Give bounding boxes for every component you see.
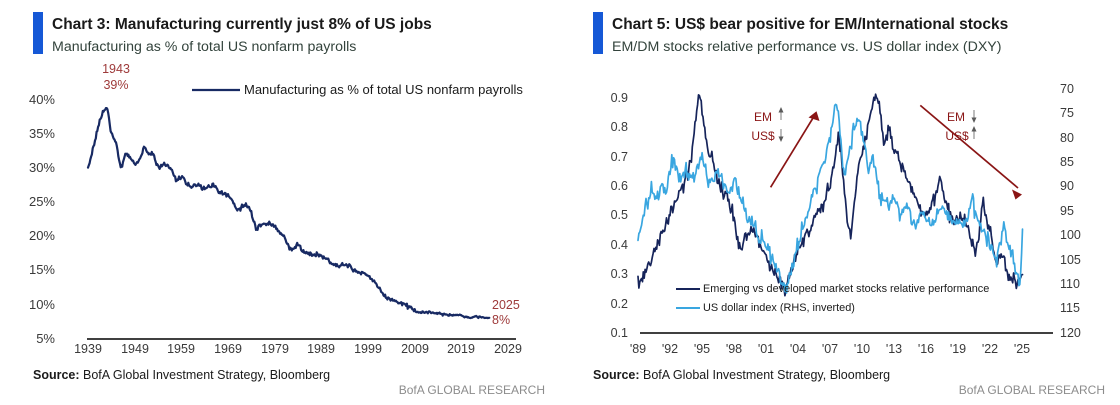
svg-text:'13: '13 xyxy=(886,342,902,356)
svg-text:EM: EM xyxy=(754,110,772,124)
svg-text:Manufacturing as % of total US: Manufacturing as % of total US nonfarm p… xyxy=(244,82,523,97)
svg-text:'95: '95 xyxy=(694,342,710,356)
svg-text:'89: '89 xyxy=(630,342,646,356)
svg-text:'07: '07 xyxy=(822,342,838,356)
svg-text:1939: 1939 xyxy=(74,342,102,356)
svg-text:40%: 40% xyxy=(29,92,55,107)
svg-text:95: 95 xyxy=(1060,204,1074,218)
svg-text:0.9: 0.9 xyxy=(611,91,628,105)
svg-text:'98: '98 xyxy=(726,342,742,356)
svg-text:EM: EM xyxy=(947,110,965,124)
svg-text:0.7: 0.7 xyxy=(611,150,628,164)
svg-text:75: 75 xyxy=(1060,106,1074,120)
svg-text:105: 105 xyxy=(1060,253,1081,267)
svg-text:0.1: 0.1 xyxy=(611,326,628,340)
svg-text:'19: '19 xyxy=(950,342,966,356)
svg-text:2009: 2009 xyxy=(401,342,429,356)
svg-text:Emerging vs developed market s: Emerging vs developed market stocks rela… xyxy=(703,283,989,295)
svg-text:115: 115 xyxy=(1060,301,1080,315)
svg-text:15%: 15% xyxy=(29,262,55,277)
svg-text:8%: 8% xyxy=(492,313,510,327)
svg-text:39%: 39% xyxy=(103,78,128,92)
svg-text:1989: 1989 xyxy=(307,342,335,356)
svg-text:2029: 2029 xyxy=(494,342,522,356)
svg-text:1969: 1969 xyxy=(214,342,242,356)
svg-text:1999: 1999 xyxy=(354,342,382,356)
svg-text:US$: US$ xyxy=(945,129,969,143)
svg-text:1943: 1943 xyxy=(102,62,130,76)
svg-text:35%: 35% xyxy=(29,126,55,141)
svg-text:2019: 2019 xyxy=(447,342,475,356)
svg-text:120: 120 xyxy=(1060,326,1081,340)
svg-text:'22: '22 xyxy=(982,342,998,356)
svg-text:10%: 10% xyxy=(29,297,55,312)
svg-text:0.5: 0.5 xyxy=(611,208,628,222)
svg-text:80: 80 xyxy=(1060,131,1074,145)
svg-text:'10: '10 xyxy=(854,342,870,356)
svg-text:1949: 1949 xyxy=(121,342,149,356)
svg-text:'01: '01 xyxy=(758,342,774,356)
svg-text:2025: 2025 xyxy=(492,298,520,312)
svg-text:30%: 30% xyxy=(29,160,55,175)
svg-text:110: 110 xyxy=(1060,277,1080,291)
svg-text:25%: 25% xyxy=(29,194,55,209)
svg-text:US$: US$ xyxy=(751,129,775,143)
svg-text:0.8: 0.8 xyxy=(611,120,628,134)
svg-text:US dollar index (RHS, inverted: US dollar index (RHS, inverted) xyxy=(703,302,855,314)
svg-text:70: 70 xyxy=(1060,82,1074,96)
svg-text:85: 85 xyxy=(1060,155,1074,169)
svg-text:'25: '25 xyxy=(1014,342,1030,356)
svg-text:0.3: 0.3 xyxy=(611,267,628,281)
svg-text:'16: '16 xyxy=(918,342,934,356)
svg-text:100: 100 xyxy=(1060,228,1081,242)
svg-text:0.4: 0.4 xyxy=(611,238,628,252)
svg-text:1979: 1979 xyxy=(261,342,289,356)
svg-text:0.6: 0.6 xyxy=(611,179,628,193)
svg-text:'04: '04 xyxy=(790,342,806,356)
svg-text:20%: 20% xyxy=(29,228,55,243)
svg-text:'92: '92 xyxy=(662,342,678,356)
svg-text:1959: 1959 xyxy=(167,342,195,356)
svg-text:90: 90 xyxy=(1060,179,1074,193)
svg-text:0.2: 0.2 xyxy=(611,297,628,311)
svg-text:5%: 5% xyxy=(36,331,55,346)
